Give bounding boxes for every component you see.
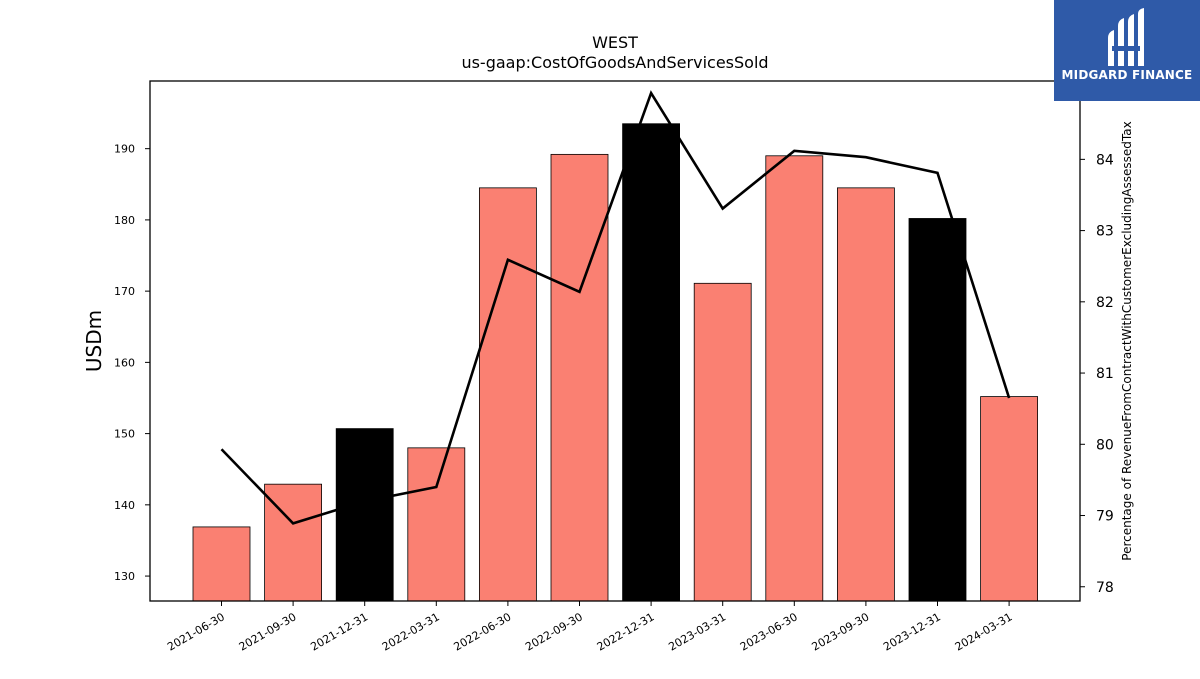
logo-text: MIDGARD FINANCE: [1054, 68, 1200, 82]
bar-2022-06-30: [479, 188, 536, 601]
bar-2023-09-30: [837, 188, 894, 601]
chart-subtitle: us-gaap:CostOfGoodsAndServicesSold: [461, 53, 768, 72]
x-tick-label: 2021-12-31: [308, 610, 370, 653]
x-tick-label: 2023-12-31: [881, 610, 943, 653]
y-tick-label: 140: [114, 499, 135, 512]
y2-tick-label: 80: [1096, 437, 1114, 453]
y2-tick-label: 84: [1096, 152, 1114, 168]
y2-tick-label: 79: [1096, 509, 1114, 525]
bar-2023-06-30: [766, 156, 823, 601]
bar-2023-03-31: [694, 283, 751, 601]
logo-mark-icon: [1102, 8, 1152, 68]
bar-2024-03-31: [981, 397, 1038, 601]
y-tick-label: 160: [114, 356, 135, 369]
y-axis-label: USDm: [82, 310, 106, 372]
y-tick-label: 190: [114, 143, 135, 156]
x-tick-label: 2023-06-30: [738, 610, 800, 653]
y2-tick-label: 83: [1096, 224, 1114, 240]
y-tick-label: 130: [114, 570, 135, 583]
left-axis-ticks: 130 140 150 160 170 180 190: [114, 143, 150, 583]
y2-axis-label: Percentage of RevenueFromContractWithCus…: [1120, 121, 1134, 560]
chart-title: WEST: [592, 33, 638, 52]
x-tick-label: 2022-06-30: [452, 610, 514, 653]
bar-2022-09-30: [551, 154, 608, 601]
x-tick-label: 2022-09-30: [523, 610, 585, 653]
bar-2021-06-30: [193, 527, 250, 601]
y2-tick-label: 78: [1096, 580, 1114, 596]
bar-2022-03-31: [408, 448, 465, 601]
x-tick-label: 2023-09-30: [810, 610, 872, 653]
y-tick-label: 170: [114, 285, 135, 298]
x-tick-label: 2023-03-31: [666, 610, 728, 653]
x-tick-label: 2021-06-30: [165, 610, 227, 653]
x-tick-label: 2024-03-31: [953, 610, 1015, 653]
right-axis-ticks: 78 79 80 81 82 83 84: [1080, 152, 1114, 595]
x-tick-label: 2022-12-31: [595, 610, 657, 653]
x-tick-label: 2021-09-30: [237, 610, 299, 653]
bar-2022-12-31: [623, 124, 680, 601]
bar-2021-12-31: [336, 429, 393, 601]
y-tick-label: 150: [114, 428, 135, 441]
bar-2023-12-31: [909, 218, 966, 601]
y2-tick-label: 82: [1096, 295, 1114, 311]
y-tick-label: 180: [114, 214, 135, 227]
x-tick-label: 2022-03-31: [380, 610, 442, 653]
y2-tick-label: 81: [1096, 366, 1114, 382]
brand-logo: MIDGARD FINANCE: [1054, 0, 1200, 101]
